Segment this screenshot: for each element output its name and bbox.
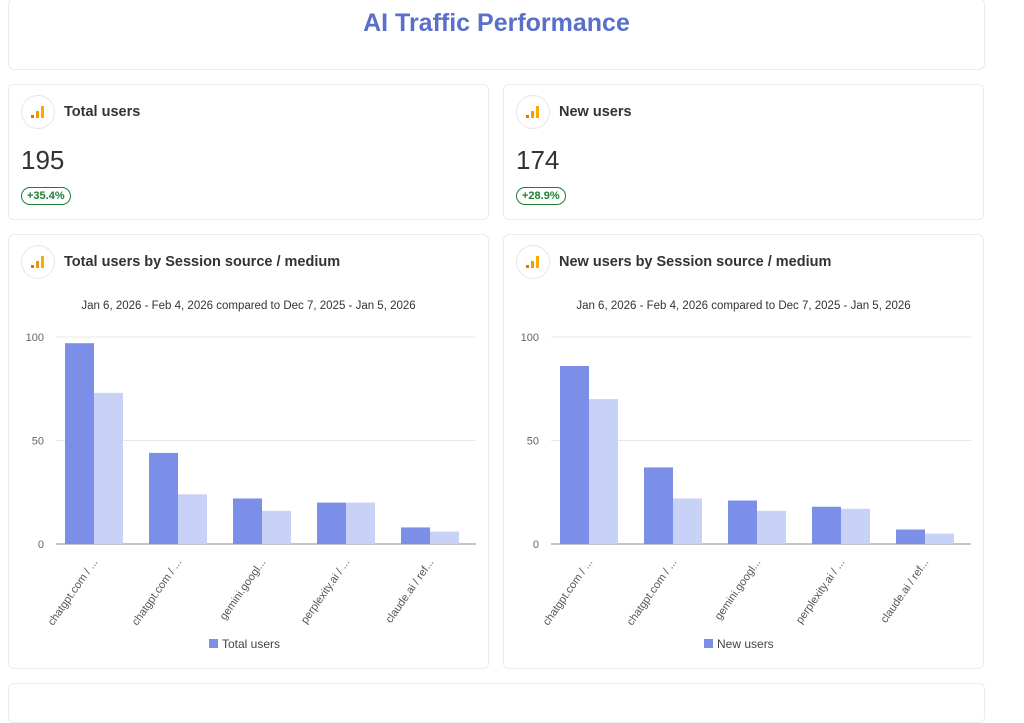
date-range: Jan 6, 2026 - Feb 4, 2026 compared to De…	[576, 300, 911, 312]
legend-swatch	[704, 639, 713, 648]
change-badge: +35.4%	[21, 187, 71, 205]
bar-previous[interactable]	[925, 533, 954, 544]
bar-previous[interactable]	[757, 510, 786, 544]
x-tick-label: chatgpt.com / ...	[625, 557, 680, 628]
bar-current[interactable]	[812, 506, 841, 544]
bar-current[interactable]	[65, 343, 94, 544]
bar-previous[interactable]	[262, 510, 291, 544]
chart-card-new-users: New users by Session source / medium Jan…	[503, 234, 984, 669]
x-tick-label: chatgpt.com / ...	[46, 557, 101, 628]
analytics-bar-icon	[21, 95, 55, 129]
title-card: AI Traffic Performance	[8, 0, 985, 70]
chart-title: New users by Session source / medium	[559, 254, 832, 270]
bar-previous[interactable]	[589, 399, 618, 544]
bar-current[interactable]	[149, 452, 178, 544]
y-tick-label: 50	[32, 436, 44, 448]
kpi-card-total-users[interactable]: Total users 195 +35.4%	[8, 84, 489, 220]
bar-current[interactable]	[896, 529, 925, 544]
x-tick-label: gemini.googl...	[218, 557, 269, 622]
y-tick-label: 0	[38, 539, 44, 551]
kpi-label: Total users	[64, 104, 141, 120]
bar-current[interactable]	[233, 498, 262, 544]
y-tick-label: 100	[26, 332, 44, 344]
change-badge: +28.9%	[516, 187, 566, 205]
legend-label[interactable]: Total users	[222, 637, 280, 651]
chart-title: Total users by Session source / medium	[64, 254, 341, 270]
chart-card-total-users: Total users by Session source / medium J…	[8, 234, 489, 669]
bar-chart: 0 50 100 chatgpt.com / ... chatgpt.com / ...…	[521, 332, 971, 651]
y-tick-label: 0	[533, 539, 539, 551]
x-tick-label: chatgpt.com / ...	[541, 557, 596, 628]
date-range: Jan 6, 2026 - Feb 4, 2026 compared to De…	[81, 300, 416, 312]
bar-chart: 0 50 100 chatgpt.com / ... chatgpt.com / ...…	[26, 332, 476, 651]
analytics-bar-icon	[516, 95, 550, 129]
kpi-value: 195	[21, 145, 65, 175]
bar-previous[interactable]	[841, 508, 870, 544]
bar-current[interactable]	[728, 500, 757, 544]
bar-previous[interactable]	[673, 498, 702, 544]
bar-previous[interactable]	[94, 392, 123, 544]
page-title: AI Traffic Performance	[363, 9, 630, 37]
analytics-bar-icon	[516, 245, 550, 279]
bar-previous[interactable]	[430, 531, 459, 544]
y-tick-label: 100	[521, 332, 539, 344]
bar-previous[interactable]	[346, 502, 375, 544]
bar-current[interactable]	[644, 467, 673, 544]
x-tick-label: gemini.googl...	[713, 557, 764, 622]
x-tick-label: perplexity.ai / ...	[794, 557, 848, 626]
x-tick-label: perplexity.ai / ...	[299, 557, 353, 626]
bar-current[interactable]	[317, 502, 346, 544]
bar-current[interactable]	[401, 527, 430, 544]
kpi-value: 174	[516, 145, 560, 175]
legend-swatch	[209, 639, 218, 648]
kpi-card-new-users[interactable]: New users 174 +28.9%	[503, 84, 984, 220]
x-tick-label: chatgpt.com / ...	[130, 557, 185, 628]
legend-label[interactable]: New users	[717, 637, 774, 651]
y-tick-label: 50	[527, 436, 539, 448]
next-card	[8, 683, 985, 723]
kpi-label: New users	[559, 104, 632, 120]
analytics-bar-icon	[21, 245, 55, 279]
x-tick-label: claude.ai / ref...	[383, 557, 436, 625]
bar-previous[interactable]	[178, 494, 207, 544]
x-tick-label: claude.ai / ref...	[878, 557, 931, 625]
bar-current[interactable]	[560, 365, 589, 544]
